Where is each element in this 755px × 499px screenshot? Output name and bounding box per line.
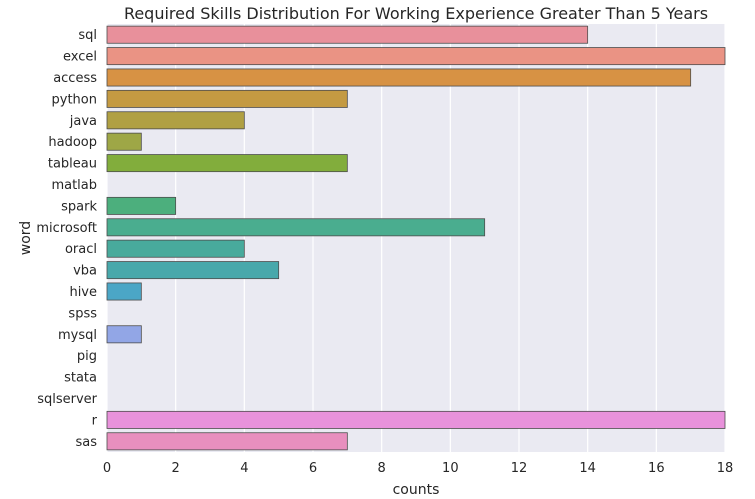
x-tick-label: 14 [579, 461, 596, 476]
bar-tableau [106, 154, 348, 173]
y-tick-label: spss [68, 306, 97, 321]
y-tick-label: java [69, 114, 97, 129]
y-axis-label: word [18, 221, 34, 255]
y-tick-label: oracl [65, 242, 97, 257]
y-tick-label: access [53, 71, 97, 86]
y-tick-label: sqlserver [37, 392, 97, 407]
bar-java [106, 111, 245, 130]
x-axis-label: counts [393, 482, 440, 498]
y-tick-label: excel [63, 50, 97, 65]
bar-vba [106, 261, 280, 280]
bar-microsoft [106, 218, 486, 237]
y-tick-label: hive [69, 285, 97, 300]
y-tick-label: vba [73, 264, 97, 279]
y-tick-label: tableau [48, 157, 97, 172]
bar-access [106, 68, 692, 87]
x-tick-label: 8 [378, 461, 386, 476]
x-tick-label: 4 [240, 461, 248, 476]
x-tick-label: 18 [717, 461, 734, 476]
bar-sas [106, 432, 348, 451]
y-tick-label: microsoft [36, 221, 97, 236]
y-tick-label: python [52, 92, 97, 107]
bar-oracl [106, 239, 245, 258]
bar-spark [106, 196, 177, 215]
y-tick-label: r [92, 413, 98, 428]
x-tick-label: 6 [309, 461, 317, 476]
y-tick-label: sql [78, 28, 97, 43]
y-tick-label: mysql [58, 328, 97, 343]
y-tick-label: stata [64, 371, 97, 386]
x-tick-label: 12 [511, 461, 528, 476]
y-tick-label: hadoop [48, 135, 97, 150]
y-tick-label: matlab [51, 178, 97, 193]
bar-hive [106, 282, 142, 301]
bar-python [106, 89, 348, 108]
x-tick-label: 16 [648, 461, 665, 476]
y-tick-label: sas [75, 435, 97, 450]
bar-r [106, 410, 726, 429]
x-axis: 0 2 4 6 8 10 12 14 16 18 [103, 461, 733, 476]
bar-sql [106, 25, 589, 44]
chart-title: Required Skills Distribution For Working… [124, 4, 708, 23]
y-tick-label: pig [77, 349, 97, 364]
bar-excel [106, 47, 726, 66]
x-tick-label: 10 [442, 461, 459, 476]
bar-hadoop [106, 132, 142, 151]
plot-area [107, 24, 725, 452]
bars [106, 25, 726, 451]
y-tick-label: spark [61, 199, 97, 214]
x-tick-label: 2 [172, 461, 180, 476]
bar-mysql [106, 325, 142, 344]
x-tick-label: 0 [103, 461, 111, 476]
y-axis: sql excel access python java hadoop tableau mat… [36, 28, 97, 450]
